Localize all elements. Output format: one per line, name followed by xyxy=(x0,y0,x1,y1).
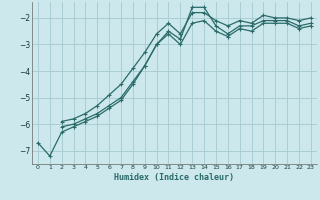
X-axis label: Humidex (Indice chaleur): Humidex (Indice chaleur) xyxy=(115,173,234,182)
